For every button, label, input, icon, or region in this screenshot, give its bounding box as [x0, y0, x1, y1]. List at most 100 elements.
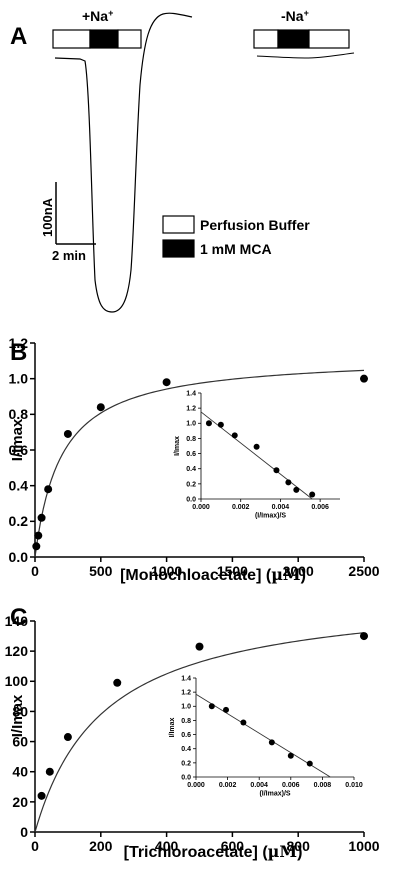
c-inset-y-tick-label: 1.2 [181, 690, 191, 697]
c-inset-x-axis-label: (I/Imax)/S [259, 790, 290, 797]
b-x-tick-label: 500 [89, 563, 113, 579]
b-inset-data-point [285, 479, 292, 486]
b-y-tick-label: 0.0 [9, 549, 29, 565]
c-data-point [63, 733, 72, 742]
b-y-tick-label: 0.6 [9, 442, 29, 458]
b-inset-y-tick-label: 0.4 [186, 466, 196, 473]
x-axis-label-c-suffix: ) [297, 844, 302, 861]
b-inset-y-axis-label: I/Imax [174, 436, 181, 456]
x-axis-label-c: [Trichloroacetate] (µM) [124, 842, 303, 861]
c-inset-data-point [268, 739, 275, 746]
b-x-tick-label: 0 [31, 563, 39, 579]
c-inset-data-point [240, 719, 247, 726]
label-plus-na-text: +Na [82, 8, 108, 24]
bar-mca-segment [89, 29, 119, 49]
perfusion-bar-plus [52, 29, 142, 49]
legend-swatch-buffer [162, 215, 195, 234]
c-inset-data-point [306, 760, 313, 767]
c-data-point [37, 791, 46, 800]
x-axis-label-b-suffix: ) [301, 567, 306, 584]
c-y-tick-label: 120 [5, 643, 29, 659]
b-x-tick-label: 2500 [348, 563, 379, 579]
c-inset-y-tick-label: 0.2 [181, 760, 191, 767]
c-inset-x-tick-label: 0.002 [219, 782, 237, 789]
inset-plot-b: 0.000 0.002 0.004 0.006 0.0 0.2 0.4 0.6 0.8 1.0 1.… [174, 390, 340, 519]
bar-buffer-segment [52, 29, 91, 49]
current-trace-minus-na [256, 52, 355, 59]
c-data-point [45, 767, 54, 776]
b-inset-y-tick-label: 0.0 [186, 496, 196, 503]
c-inset-y-tick-label: 0.8 [181, 718, 191, 725]
y-axis-label-c: I/Imax [9, 694, 26, 737]
c-data-point [360, 632, 368, 641]
c-inset-data-point [208, 703, 215, 710]
panel-a: A +Na+ -Na+ 100nA 2 min Pe [10, 8, 355, 313]
c-inset-x-tick-label: 0.004 [250, 782, 268, 789]
bar-buffer-segment [308, 29, 350, 49]
b-inset-x-tick-label: 0.002 [232, 504, 250, 511]
b-data-point [32, 542, 41, 551]
c-inset-y-axis-label: I/Imax [169, 717, 176, 737]
b-inset-data-point [309, 491, 316, 498]
main-plot-b: 0 500 1000 1500 2000 2500 0.0 0.2 0.4 0.6 0.8 1.0 1.… [9, 335, 380, 579]
main-plot-c: 0 200 400 600 800 1000 0 20 40 60 80 100 120 140 [5, 613, 380, 854]
x-axis-label-b: [Monochloacetate] (µM) [120, 565, 306, 584]
c-x-tick-label: 400 [155, 838, 179, 854]
legend-label-buffer: Perfusion Buffer [200, 217, 310, 233]
c-x-tick-label: 1000 [348, 838, 379, 854]
x-axis-label-c-prefix: [Trichloroacetate] ( [124, 844, 269, 861]
b-inset-x-tick-label: 0.004 [272, 504, 290, 511]
c-y-tick-label: 60 [12, 733, 28, 749]
scale-time-label: 2 min [52, 248, 86, 263]
b-inset-y-tick-label: 0.6 [186, 451, 196, 458]
c-y-tick-label: 80 [12, 703, 28, 719]
b-y-tick-label: 0.8 [9, 406, 29, 422]
legend: Perfusion Buffer 1 mM MCA [162, 215, 310, 258]
label-minus-na-sup: + [304, 8, 309, 18]
label-minus-na-text: -Na [281, 8, 304, 24]
panel-letter-a: A [10, 23, 27, 50]
perfusion-bar-minus [253, 29, 350, 49]
b-data-point [162, 378, 171, 387]
b-inset-x-tick-label: 0.006 [311, 504, 329, 511]
c-inset-x-tick-label: 0.006 [282, 782, 300, 789]
legend-swatch-mca [162, 239, 195, 258]
label-plus-na-sup: + [108, 8, 113, 18]
b-data-point [34, 531, 43, 540]
b-y-tick-label: 1.0 [9, 371, 29, 387]
label-minus-na: -Na+ [281, 8, 309, 24]
panel-letter-b: B [10, 339, 27, 366]
x-axis-label-b-prefix: [Monochloacetate] ( [120, 567, 272, 584]
c-inset-y-tick-label: 1.4 [181, 675, 191, 682]
c-x-tick-label: 800 [287, 838, 311, 854]
b-data-point [96, 403, 105, 412]
b-inset-data-point [253, 443, 260, 450]
c-inset-x-tick-label: 0.000 [187, 782, 205, 789]
c-data-point [113, 678, 122, 687]
c-x-tick-label: 600 [221, 838, 245, 854]
panel-c: C I/Imax [Trichloroacetate] (µM) 0 200 400… [5, 604, 380, 861]
x-axis-label-b-unit: µM [271, 565, 300, 584]
c-inset-x-tick-label: 0.010 [345, 782, 363, 789]
b-y-tick-label: 1.2 [9, 335, 29, 351]
legend-label-mca: 1 mM MCA [200, 241, 272, 257]
b-x-tick-label: 1000 [151, 563, 182, 579]
scale-current-label: 100nA [40, 197, 55, 237]
b-inset-data-point [231, 432, 238, 439]
b-inset-data-point [293, 486, 300, 493]
bar-buffer-segment [253, 29, 279, 49]
b-inset-y-tick-label: 1.4 [186, 390, 196, 397]
c-inset-x-tick-label: 0.008 [314, 782, 332, 789]
panel-b: B I/Imax [Monochloacetate] (µM) 0 500 1000… [9, 335, 380, 584]
c-inset-y-tick-label: 0.4 [181, 746, 191, 753]
b-inset-x-axis-label: (I/Imax)/S [255, 512, 286, 519]
b-data-point [360, 374, 368, 383]
c-data-point [195, 642, 204, 651]
b-inset-data-point [273, 467, 280, 474]
b-inset-data-point [205, 420, 212, 427]
panel-letter-c: C [10, 604, 27, 631]
b-fit-curve [34, 369, 365, 558]
b-data-point [37, 513, 46, 522]
b-inset-y-tick-label: 0.8 [186, 436, 196, 443]
b-inset-data-point [217, 421, 224, 428]
